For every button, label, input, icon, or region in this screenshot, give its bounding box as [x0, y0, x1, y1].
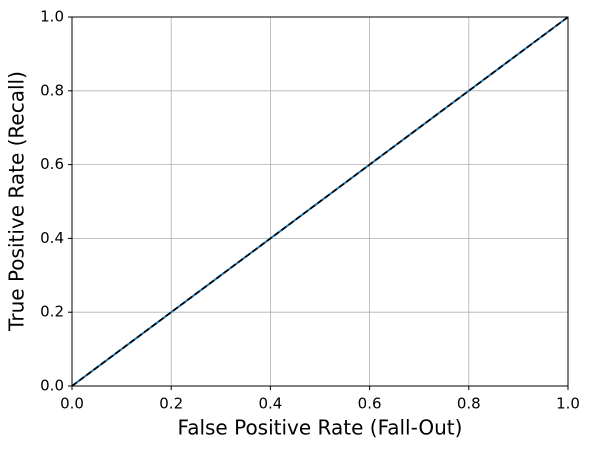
y-tick-label: 0.6: [40, 155, 64, 173]
x-tick-label: 0.4: [258, 395, 282, 413]
y-tick-label: 0.0: [40, 377, 64, 395]
x-axis-label: False Positive Rate (Fall-Out): [178, 416, 463, 440]
y-tick-label: 1.0: [40, 8, 64, 26]
y-tick-label: 0.4: [40, 229, 64, 247]
x-tick-label: 0.6: [358, 395, 382, 413]
y-tick-label: 0.8: [40, 81, 64, 99]
y-tick-label: 0.2: [40, 303, 64, 321]
x-tick-label: 0.8: [457, 395, 481, 413]
x-tick-label: 1.0: [556, 395, 580, 413]
x-tick-label: 0.0: [60, 395, 84, 413]
plot-frame: [71, 16, 569, 387]
y-axis-label: True Positive Rate (Recall): [5, 71, 29, 332]
x-tick-label: 0.2: [159, 395, 183, 413]
roc-line: [71, 16, 569, 387]
